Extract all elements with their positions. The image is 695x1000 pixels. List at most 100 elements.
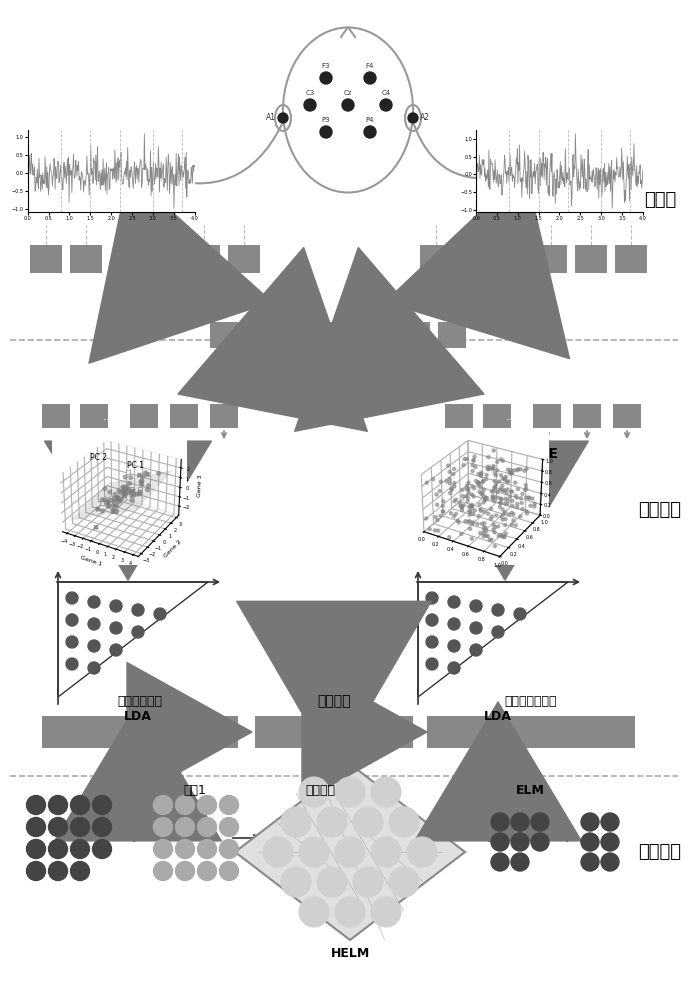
Text: F3: F3 xyxy=(322,63,330,69)
Circle shape xyxy=(389,867,419,897)
Text: F4: F4 xyxy=(366,63,374,69)
Circle shape xyxy=(66,592,78,604)
Circle shape xyxy=(154,608,166,620)
Circle shape xyxy=(335,837,365,867)
Circle shape xyxy=(66,658,78,670)
Circle shape xyxy=(304,99,316,111)
Circle shape xyxy=(601,833,619,851)
Circle shape xyxy=(49,818,67,836)
Circle shape xyxy=(197,861,217,880)
Text: ...: ... xyxy=(499,252,512,266)
Circle shape xyxy=(26,840,45,858)
Circle shape xyxy=(317,807,347,837)
Circle shape xyxy=(110,622,122,634)
Circle shape xyxy=(491,853,509,871)
Circle shape xyxy=(511,813,529,831)
FancyBboxPatch shape xyxy=(170,404,198,428)
Circle shape xyxy=(197,818,217,836)
FancyBboxPatch shape xyxy=(533,404,561,428)
Text: A1: A1 xyxy=(266,113,276,122)
Circle shape xyxy=(511,853,529,871)
FancyBboxPatch shape xyxy=(228,245,260,273)
Circle shape xyxy=(92,796,111,814)
Text: P3: P3 xyxy=(322,117,330,123)
Circle shape xyxy=(531,813,549,831)
FancyBboxPatch shape xyxy=(30,245,62,273)
Circle shape xyxy=(154,796,172,814)
Circle shape xyxy=(371,777,401,807)
FancyBboxPatch shape xyxy=(70,245,102,273)
FancyBboxPatch shape xyxy=(483,404,511,428)
FancyBboxPatch shape xyxy=(615,245,647,273)
Circle shape xyxy=(70,840,90,858)
Circle shape xyxy=(26,861,45,880)
Circle shape xyxy=(70,796,90,814)
Text: 特征融合: 特征融合 xyxy=(317,694,351,708)
Circle shape xyxy=(448,618,460,630)
Circle shape xyxy=(601,813,619,831)
Circle shape xyxy=(299,837,329,867)
Circle shape xyxy=(364,126,376,138)
Text: 其它隐层: 其它隐层 xyxy=(305,784,335,797)
FancyBboxPatch shape xyxy=(613,404,641,428)
FancyBboxPatch shape xyxy=(460,245,492,273)
Circle shape xyxy=(70,818,90,836)
Circle shape xyxy=(470,644,482,656)
Circle shape xyxy=(92,840,111,858)
Text: P4: P4 xyxy=(366,117,374,123)
Text: C4: C4 xyxy=(382,90,391,96)
Text: 隐层1: 隐层1 xyxy=(183,784,206,797)
Text: LDA: LDA xyxy=(124,710,152,723)
Circle shape xyxy=(581,853,599,871)
Circle shape xyxy=(281,867,311,897)
Circle shape xyxy=(66,614,78,626)
Circle shape xyxy=(154,840,172,858)
FancyBboxPatch shape xyxy=(573,404,601,428)
Text: ...: ... xyxy=(302,328,314,342)
Circle shape xyxy=(492,626,504,638)
Text: PCA: PCA xyxy=(113,447,144,461)
Circle shape xyxy=(263,837,293,867)
Circle shape xyxy=(132,626,144,638)
Circle shape xyxy=(448,596,460,608)
Circle shape xyxy=(581,813,599,831)
Circle shape xyxy=(448,662,460,674)
Circle shape xyxy=(197,796,217,814)
Text: PTSNE: PTSNE xyxy=(507,447,559,461)
Circle shape xyxy=(426,614,438,626)
Circle shape xyxy=(26,796,45,814)
Circle shape xyxy=(197,840,217,858)
Text: 特征分类: 特征分类 xyxy=(639,843,682,861)
FancyBboxPatch shape xyxy=(80,404,108,428)
Circle shape xyxy=(408,113,418,123)
Circle shape xyxy=(132,604,144,616)
FancyBboxPatch shape xyxy=(282,322,310,348)
FancyBboxPatch shape xyxy=(535,245,567,273)
FancyBboxPatch shape xyxy=(148,245,180,273)
Circle shape xyxy=(220,861,238,880)
Circle shape xyxy=(26,818,45,836)
Text: 线性特征结合: 线性特征结合 xyxy=(117,695,163,708)
Text: LDA: LDA xyxy=(484,710,512,723)
FancyBboxPatch shape xyxy=(42,716,238,748)
Text: HELM: HELM xyxy=(330,947,370,960)
Circle shape xyxy=(353,867,383,897)
Circle shape xyxy=(110,600,122,612)
Circle shape xyxy=(154,818,172,836)
Circle shape xyxy=(320,72,332,84)
Circle shape xyxy=(299,897,329,927)
Circle shape xyxy=(426,658,438,670)
Circle shape xyxy=(49,796,67,814)
FancyBboxPatch shape xyxy=(445,404,473,428)
FancyBboxPatch shape xyxy=(130,404,158,428)
Text: PC 2: PC 2 xyxy=(90,453,107,462)
Circle shape xyxy=(281,807,311,837)
Circle shape xyxy=(154,861,172,880)
FancyBboxPatch shape xyxy=(246,322,274,348)
FancyBboxPatch shape xyxy=(210,404,238,428)
Circle shape xyxy=(531,833,549,851)
Circle shape xyxy=(176,840,195,858)
Text: ...: ... xyxy=(111,252,124,266)
Circle shape xyxy=(380,99,392,111)
Circle shape xyxy=(353,807,383,837)
